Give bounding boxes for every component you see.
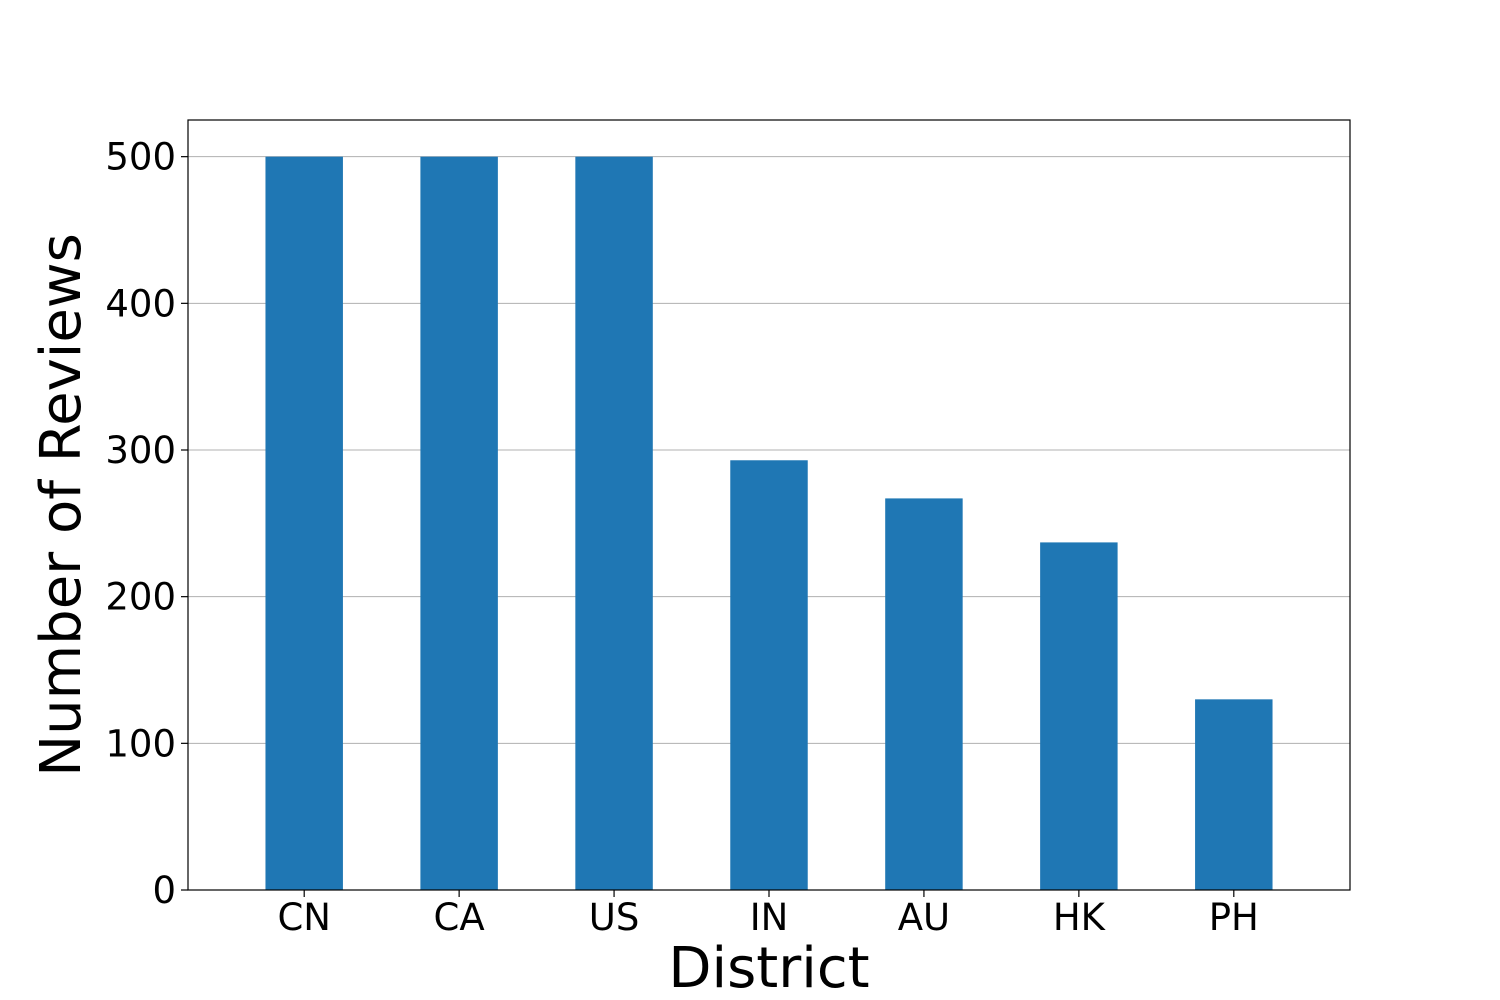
x-tick-label-cn: CN [277, 896, 331, 939]
x-axis-ticks: CN CA US IN AU HK PH [277, 890, 1259, 939]
bar-us [575, 156, 653, 890]
bar-hk [1040, 542, 1118, 890]
y-tick-label: 0 [152, 869, 176, 912]
x-tick-label-hk: HK [1053, 896, 1107, 939]
x-tick-label-au: AU [898, 896, 950, 939]
y-tick-label: 200 [105, 576, 176, 619]
bar-in [730, 460, 808, 890]
y-tick-label: 500 [105, 136, 176, 179]
y-tick-label: 400 [105, 282, 176, 325]
bar-ph [1195, 699, 1273, 890]
bar-cn [265, 156, 343, 890]
x-tick-label-us: US [589, 896, 640, 939]
y-tick-label: 300 [105, 429, 176, 472]
y-axis-ticks: 0 100 200 300 400 500 [105, 136, 188, 912]
bar-au [885, 498, 963, 890]
bars [265, 156, 1273, 890]
x-tick-label-ca: CA [434, 896, 485, 939]
x-tick-label-in: IN [750, 896, 789, 939]
x-tick-label-ph: PH [1209, 896, 1259, 939]
y-tick-label: 100 [105, 722, 176, 765]
bar-ca [420, 156, 498, 890]
x-axis-title: District [668, 936, 869, 1000]
y-axis-title: Number of Reviews [29, 233, 94, 777]
